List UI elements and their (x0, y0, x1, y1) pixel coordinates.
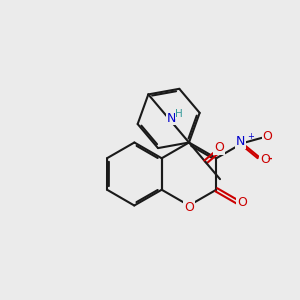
Text: N: N (236, 135, 245, 148)
Text: O: O (184, 201, 194, 214)
Text: O: O (237, 196, 247, 209)
Text: O: O (260, 153, 270, 166)
Text: O: O (214, 141, 224, 154)
Text: N: N (167, 112, 176, 124)
Text: -: - (268, 154, 272, 164)
Text: +: + (247, 132, 254, 141)
Text: H: H (175, 109, 183, 119)
Text: O: O (262, 130, 272, 143)
